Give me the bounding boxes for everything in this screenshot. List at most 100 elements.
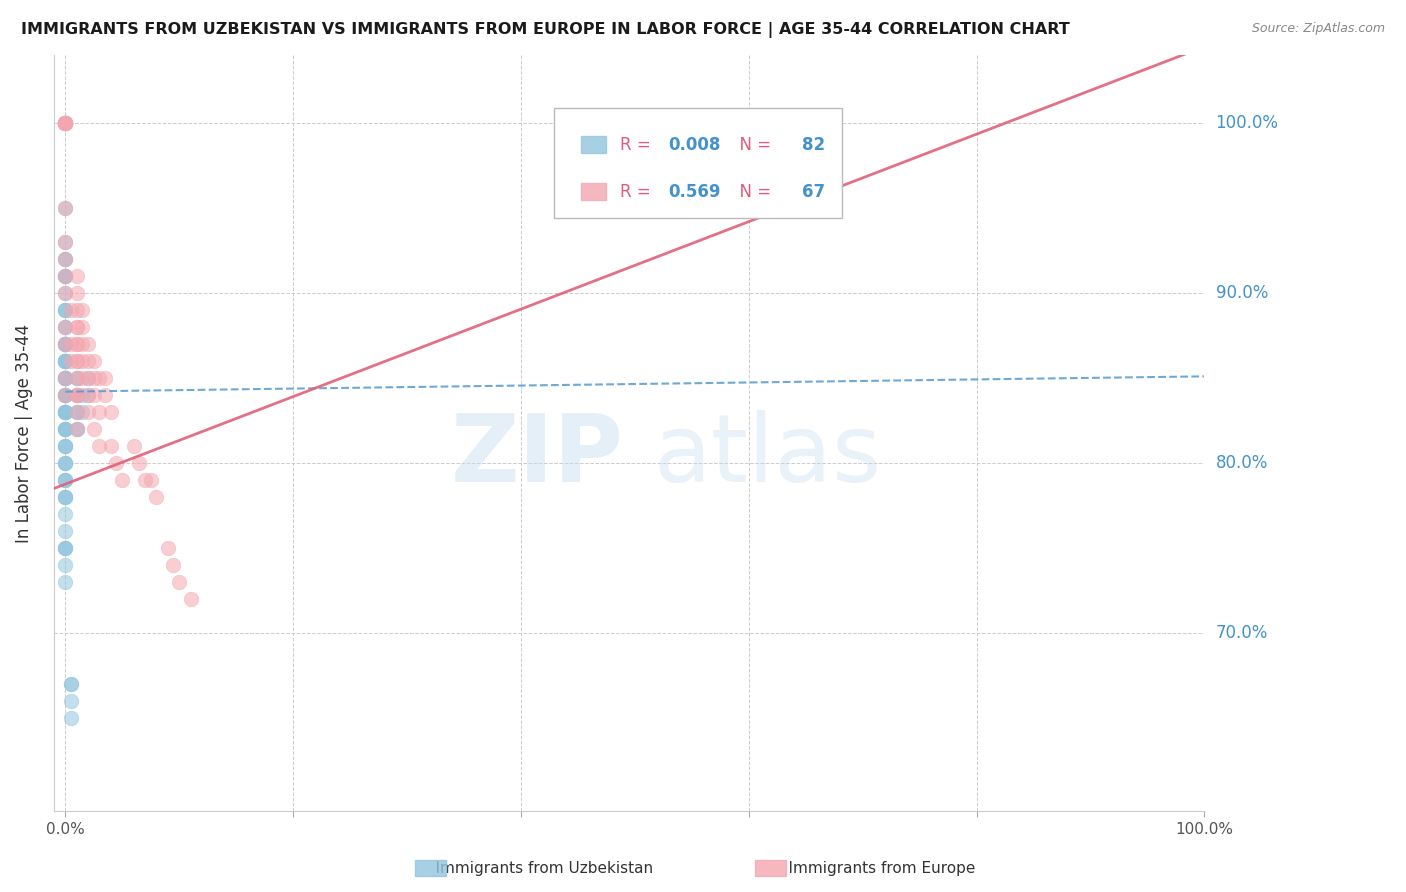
Point (53, 337, 76, 351)
Point (53, 371, 76, 385)
Point (65, 388, 87, 402)
Point (53, 303, 76, 318)
Point (53, 405, 76, 419)
Point (53, 473, 76, 487)
Point (53, 320, 76, 334)
Point (738, 116, 761, 130)
Point (53, 541, 76, 555)
Point (72, 337, 94, 351)
Point (53, 320, 76, 334)
Point (53, 405, 76, 419)
Point (65, 388, 87, 402)
Point (53, 558, 76, 572)
Point (53, 269, 76, 284)
Point (83, 354, 105, 368)
Point (122, 439, 145, 453)
Point (53, 116, 76, 130)
Point (53, 252, 76, 266)
Point (77, 388, 100, 402)
Point (65, 269, 87, 284)
Point (89, 405, 111, 419)
Point (83, 422, 105, 436)
Point (53, 286, 76, 301)
Point (59, 354, 82, 368)
Point (65, 303, 87, 318)
Point (53, 371, 76, 385)
Point (53, 490, 76, 504)
Point (53, 354, 76, 368)
Point (53, 541, 76, 555)
Point (72, 320, 94, 334)
Text: 100.0%: 100.0% (1216, 114, 1278, 132)
Point (53, 490, 76, 504)
Point (128, 456, 150, 470)
Point (65, 422, 87, 436)
FancyBboxPatch shape (554, 108, 842, 218)
Point (53, 116, 76, 130)
Point (53, 541, 76, 555)
Point (53, 337, 76, 351)
Point (53, 371, 76, 385)
Point (72, 388, 94, 402)
Point (53, 388, 76, 402)
Point (100, 439, 122, 453)
Text: Immigrants from Uzbekistan: Immigrants from Uzbekistan (416, 861, 652, 876)
Point (53, 439, 76, 453)
Point (65, 371, 87, 385)
Text: Source: ZipAtlas.com: Source: ZipAtlas.com (1251, 22, 1385, 36)
Text: 0.008: 0.008 (668, 136, 721, 153)
Point (167, 574, 190, 589)
Point (65, 371, 87, 385)
Point (53, 422, 76, 436)
Point (72, 371, 94, 385)
Point (53, 371, 76, 385)
Point (53, 456, 76, 470)
Point (53, 116, 76, 130)
Point (53, 303, 76, 318)
Point (65, 405, 87, 419)
Point (53, 354, 76, 368)
Point (156, 541, 179, 555)
Point (53, 422, 76, 436)
Point (53, 337, 76, 351)
Point (53, 116, 76, 130)
Point (53, 286, 76, 301)
Point (53, 235, 76, 249)
Point (65, 388, 87, 402)
Text: 0.569: 0.569 (668, 183, 721, 201)
Point (111, 473, 134, 487)
Point (53, 116, 76, 130)
Point (53, 337, 76, 351)
Point (72, 354, 94, 368)
Text: R =: R = (620, 183, 657, 201)
Point (53, 507, 76, 521)
Point (65, 286, 87, 301)
Point (65, 388, 87, 402)
Point (65, 320, 87, 334)
Point (65, 320, 87, 334)
Point (53, 116, 76, 130)
Point (53, 371, 76, 385)
Point (53, 456, 76, 470)
Point (53, 524, 76, 538)
Point (77, 337, 100, 351)
Point (53, 405, 76, 419)
Point (53, 116, 76, 130)
Point (53, 473, 76, 487)
Point (65, 337, 87, 351)
Text: Immigrants from Europe: Immigrants from Europe (769, 861, 974, 876)
Point (145, 490, 167, 504)
Point (83, 371, 105, 385)
Point (77, 388, 100, 402)
Point (162, 558, 184, 572)
Point (59, 694, 82, 708)
Point (53, 422, 76, 436)
Point (53, 388, 76, 402)
Point (53, 388, 76, 402)
Point (53, 269, 76, 284)
Point (53, 405, 76, 419)
Text: 70.0%: 70.0% (1216, 624, 1268, 642)
Point (77, 371, 100, 385)
Point (53, 388, 76, 402)
Point (53, 320, 76, 334)
